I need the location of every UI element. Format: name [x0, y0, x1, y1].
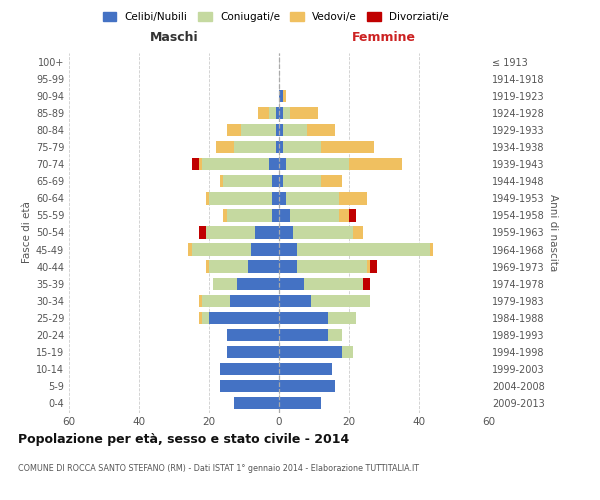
Bar [321, 175, 342, 188]
Bar [283, 141, 321, 154]
Bar [279, 380, 335, 392]
Bar [272, 210, 279, 222]
Bar [296, 260, 367, 273]
Bar [205, 192, 209, 204]
Bar [199, 158, 202, 170]
Y-axis label: Fasce di età: Fasce di età [22, 202, 32, 264]
Bar [191, 158, 199, 170]
Bar [283, 90, 286, 102]
Bar [251, 244, 279, 256]
Bar [328, 312, 356, 324]
Bar [367, 260, 370, 273]
Bar [223, 210, 227, 222]
Bar [328, 328, 342, 341]
Bar [227, 346, 279, 358]
Bar [248, 260, 279, 273]
Bar [209, 260, 248, 273]
Bar [342, 346, 353, 358]
Bar [430, 244, 433, 256]
Bar [279, 210, 290, 222]
Bar [227, 328, 279, 341]
Bar [311, 294, 370, 307]
Bar [279, 90, 283, 102]
Bar [230, 294, 279, 307]
Bar [349, 210, 356, 222]
Bar [307, 124, 335, 136]
Bar [286, 158, 349, 170]
Bar [209, 312, 279, 324]
Bar [283, 124, 307, 136]
Bar [279, 192, 286, 204]
Bar [269, 158, 279, 170]
Bar [272, 192, 279, 204]
Bar [349, 158, 401, 170]
Legend: Celibi/Nubili, Coniugati/e, Vedovi/e, Divorziati/e: Celibi/Nubili, Coniugati/e, Vedovi/e, Di… [99, 8, 453, 26]
Bar [227, 124, 241, 136]
Bar [279, 397, 321, 409]
Text: Popolazione per età, sesso e stato civile - 2014: Popolazione per età, sesso e stato civil… [18, 432, 349, 446]
Bar [202, 312, 209, 324]
Bar [279, 226, 293, 238]
Bar [254, 226, 279, 238]
Bar [279, 107, 283, 119]
Bar [188, 244, 191, 256]
Bar [202, 294, 230, 307]
Bar [321, 141, 373, 154]
Bar [275, 141, 279, 154]
Bar [233, 397, 279, 409]
Bar [220, 363, 279, 375]
Text: Maschi: Maschi [149, 30, 199, 44]
Bar [227, 210, 272, 222]
Text: COMUNE DI ROCCA SANTO STEFANO (RM) - Dati ISTAT 1° gennaio 2014 - Elaborazione T: COMUNE DI ROCCA SANTO STEFANO (RM) - Dat… [18, 464, 419, 473]
Bar [279, 278, 304, 290]
Bar [272, 175, 279, 188]
Bar [353, 226, 363, 238]
Y-axis label: Anni di nascita: Anni di nascita [548, 194, 559, 271]
Bar [279, 141, 283, 154]
Bar [220, 175, 223, 188]
Bar [283, 107, 290, 119]
Bar [275, 107, 279, 119]
Bar [220, 380, 279, 392]
Bar [269, 107, 275, 119]
Bar [275, 124, 279, 136]
Bar [279, 346, 342, 358]
Bar [199, 312, 202, 324]
Bar [199, 294, 202, 307]
Bar [279, 260, 296, 273]
Bar [279, 328, 328, 341]
Bar [205, 226, 254, 238]
Bar [241, 124, 275, 136]
Bar [283, 175, 321, 188]
Bar [363, 278, 370, 290]
Bar [279, 175, 283, 188]
Bar [279, 312, 328, 324]
Bar [205, 260, 209, 273]
Bar [290, 210, 338, 222]
Bar [191, 244, 251, 256]
Bar [233, 141, 275, 154]
Bar [237, 278, 279, 290]
Bar [279, 124, 283, 136]
Bar [370, 260, 377, 273]
Bar [212, 278, 237, 290]
Bar [258, 107, 269, 119]
Bar [279, 158, 286, 170]
Bar [338, 192, 367, 204]
Bar [202, 158, 269, 170]
Bar [199, 226, 205, 238]
Bar [223, 175, 272, 188]
Bar [279, 363, 331, 375]
Bar [279, 294, 311, 307]
Bar [296, 244, 430, 256]
Bar [209, 192, 272, 204]
Bar [293, 226, 353, 238]
Bar [338, 210, 349, 222]
Bar [290, 107, 317, 119]
Bar [279, 244, 296, 256]
Bar [286, 192, 338, 204]
Bar [304, 278, 363, 290]
Bar [216, 141, 233, 154]
Text: Femmine: Femmine [352, 30, 416, 44]
